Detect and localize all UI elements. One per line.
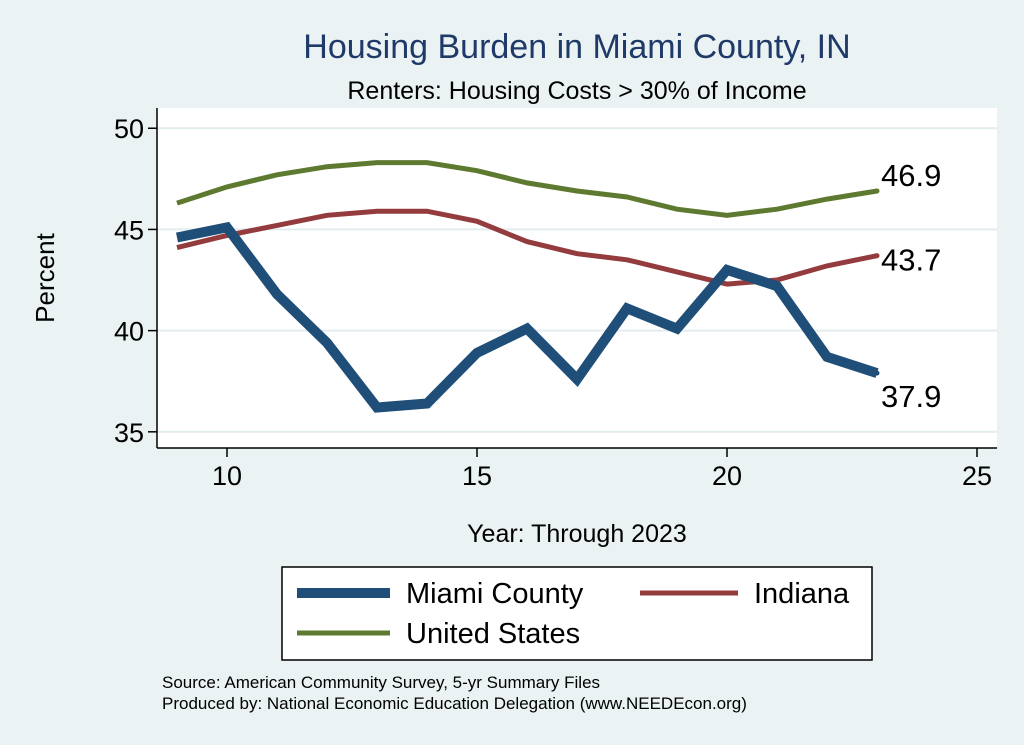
end-label-united-states: 46.9 — [881, 158, 941, 193]
x-tick-label-15: 15 — [462, 461, 492, 491]
end-label-indiana: 43.7 — [881, 243, 941, 278]
x-tick-label-25: 25 — [962, 461, 992, 491]
series-endpoint-indiana — [874, 253, 880, 259]
legend-label-indiana: Indiana — [754, 578, 850, 610]
end-label-miami-county: 37.9 — [881, 379, 941, 414]
gridlines — [157, 127, 997, 433]
end-labels: 37.9 43.7 46.9 — [881, 158, 941, 414]
x-tick-label-20: 20 — [712, 461, 742, 491]
plot-area — [157, 108, 997, 448]
source-note: Source: American Community Survey, 5-yr … — [162, 673, 600, 692]
y-axis-label: Percent — [30, 232, 60, 322]
series-layer — [176, 160, 880, 413]
producer-note: Produced by: National Economic Education… — [162, 694, 747, 713]
series-endpoint-miami-county — [874, 370, 880, 376]
y-tick-label-40: 40 — [114, 317, 144, 347]
legend-label-miami-county: Miami County — [406, 578, 584, 610]
series-endpoint-united-states — [874, 188, 880, 194]
x-axis-label: Year: Through 2023 — [467, 520, 687, 548]
chart-title: Housing Burden in Miami County, IN — [303, 28, 850, 66]
x-tick-label-10: 10 — [212, 461, 242, 491]
legend: Miami County Indiana United States — [281, 566, 873, 661]
legend-label-united-states: United States — [406, 618, 580, 650]
legend-box — [281, 566, 873, 661]
y-tick-label-35: 35 — [114, 418, 144, 448]
y-tick-label-50: 50 — [114, 114, 144, 144]
axes: 35 40 45 50 10 15 20 25 — [114, 108, 997, 491]
series-line-miami-county — [176, 221, 879, 413]
series-line-united-states — [176, 160, 878, 218]
chart-subtitle: Renters: Housing Costs > 30% of Income — [347, 77, 806, 105]
y-tick-label-45: 45 — [114, 215, 144, 245]
